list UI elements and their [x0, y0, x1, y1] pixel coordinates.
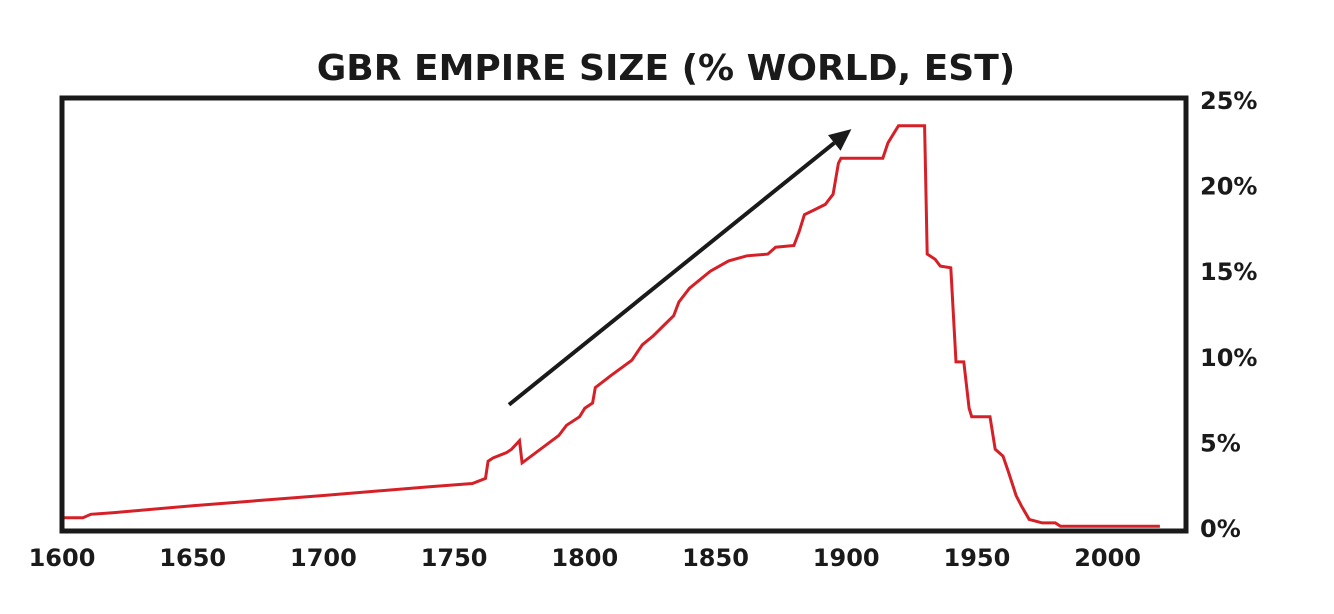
x-tick-label-1900: 1900: [813, 544, 880, 572]
chart-title: GBR EMPIRE SIZE (% WORLD, EST): [317, 48, 1015, 89]
y-axis: 0% 5% 10% 15% 20% 25%: [1200, 87, 1257, 543]
annotation-layer: [507, 129, 852, 407]
x-tick-label-1850: 1850: [682, 544, 749, 572]
x-tick-label-2000: 2000: [1074, 544, 1141, 572]
trend-arrow-head: [828, 129, 852, 151]
y-tick-label-0: 0%: [1200, 515, 1241, 543]
x-tick-label-1750: 1750: [421, 544, 488, 572]
x-tick-label-1950: 1950: [944, 544, 1011, 572]
trend-arrow-shaft: [507, 141, 836, 407]
x-axis: 1600 1650 1700 1750 1800 1850 1900 1950 2000: [29, 544, 1141, 572]
plot-frame: [59, 95, 1189, 534]
x-tick-label-1700: 1700: [290, 544, 357, 572]
series-layer: [62, 124, 1160, 528]
y-tick-label-5: 5%: [1200, 429, 1241, 457]
x-tick-label-1600: 1600: [29, 544, 96, 572]
x-tick-label-1800: 1800: [551, 544, 618, 572]
series-line-0: [62, 124, 1160, 528]
y-tick-label-25: 25%: [1200, 87, 1257, 115]
x-tick-label-1650: 1650: [159, 544, 226, 572]
y-tick-label-10: 10%: [1200, 344, 1257, 372]
y-tick-label-20: 20%: [1200, 173, 1257, 201]
y-tick-label-15: 15%: [1200, 258, 1257, 286]
